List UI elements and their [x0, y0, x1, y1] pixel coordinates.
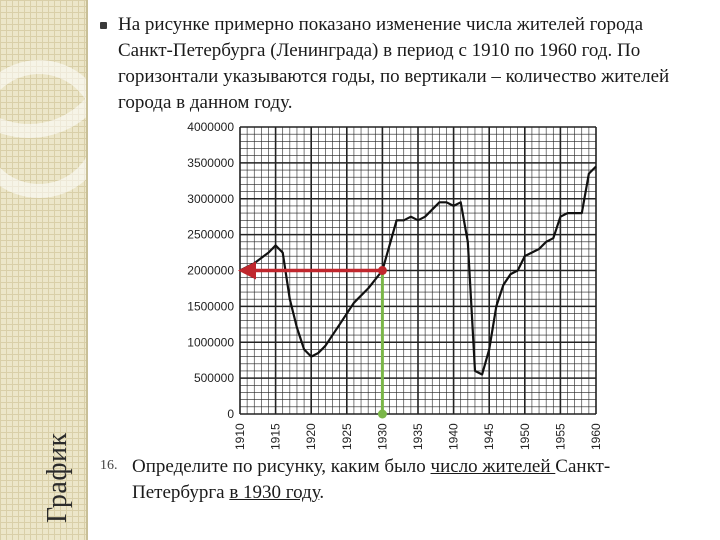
x-tick-label: 1935 — [411, 423, 425, 450]
question-emphasis: в 1930 году — [229, 482, 320, 503]
y-axis-ticks: 0 500000 1000000 1500000 2000000 2500000 30000… — [187, 120, 234, 421]
decorative-side-panel — [0, 0, 86, 540]
question-part: Санкт-Петербурга — [132, 456, 611, 503]
population-line — [239, 165, 597, 376]
y-tick-label: 1500000 — [187, 299, 234, 313]
x-tick-label: 1955 — [553, 423, 567, 450]
y-tick-label: 0 — [227, 407, 234, 421]
x-tick-label: 1950 — [518, 423, 532, 450]
y-tick-label: 3500000 — [187, 156, 234, 170]
question-text: Определите по рисунку, каким было число … — [132, 454, 692, 506]
x-tick-label: 1940 — [447, 423, 461, 450]
chart-annotations — [238, 261, 387, 419]
guide-point-year — [377, 409, 387, 419]
x-tick-label: 1920 — [304, 423, 318, 450]
x-tick-label: 1930 — [375, 423, 389, 450]
question-number: 16. — [100, 458, 118, 473]
y-tick-label: 4000000 — [187, 120, 234, 134]
y-tick-label: 1000000 — [187, 335, 234, 349]
x-tick-label: 1960 — [589, 423, 603, 450]
question-emphasis: число жителей — [430, 456, 556, 477]
side-divider — [86, 0, 88, 540]
bullet-marker — [100, 22, 107, 29]
y-tick-label: 3000000 — [187, 192, 234, 206]
y-tick-label: 500000 — [194, 371, 234, 385]
x-tick-label: 1945 — [482, 423, 496, 450]
x-axis-ticks: 1910 1915 1920 1925 1930 1935 1940 1945 1950 1955… — [233, 423, 603, 450]
x-tick-label: 1915 — [269, 423, 283, 450]
intro-text: На рисунке примерно показано изменение ч… — [118, 14, 670, 113]
y-tick-label: 2000000 — [187, 264, 234, 278]
x-tick-label: 1910 — [233, 423, 247, 450]
y-tick-label: 2500000 — [187, 228, 234, 242]
question-part: . — [319, 482, 325, 503]
question-part: Определите по рисунку, каким было — [132, 456, 431, 477]
x-tick-label: 1925 — [340, 423, 354, 450]
value-arrow-head — [238, 261, 256, 280]
